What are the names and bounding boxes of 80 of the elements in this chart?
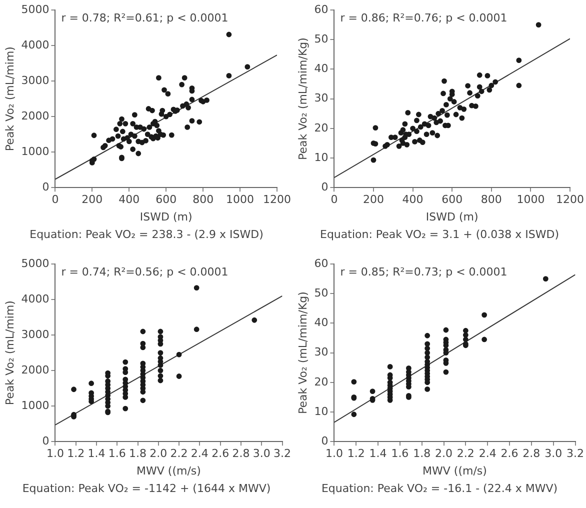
y-tick-label: 1000 bbox=[21, 144, 50, 158]
x-tick-label: 3.0 bbox=[252, 447, 270, 460]
x-tick-label: 600 bbox=[442, 193, 463, 206]
y-axis-title: Peak Vo₂ (mL/mim) bbox=[3, 46, 16, 152]
y-tick-label: 5000 bbox=[21, 2, 50, 16]
y-tick-label: 40 bbox=[314, 316, 328, 330]
x-tick-label: 2.6 bbox=[212, 447, 230, 460]
y-tick-label: 3000 bbox=[21, 328, 50, 341]
annotation: r = 0.85; R²=0.73; p < 0.0001 bbox=[340, 265, 508, 278]
x-tick-label: 2.8 bbox=[232, 447, 250, 460]
x-tick-label: 1000 bbox=[516, 193, 545, 206]
y-tick-label: 10 bbox=[314, 404, 328, 418]
y-tick-label: 20 bbox=[314, 375, 328, 388]
x-tick-label: 2.0 bbox=[150, 447, 168, 460]
x-tick-label: 2.4 bbox=[478, 447, 496, 460]
x-tick-label: 1000 bbox=[226, 193, 254, 206]
x-tick-label: 1200 bbox=[556, 193, 584, 206]
x-tick-label: 1.4 bbox=[88, 447, 106, 460]
x-tick-label: 3.2 bbox=[566, 447, 584, 460]
x-tick-label: 1.8 bbox=[129, 447, 147, 460]
text: Equation: Peak VO₂ = 238.3 - (2.9 x ISWD) bbox=[28, 227, 264, 243]
x-tick-label: 1.6 bbox=[108, 447, 126, 460]
text: Equation: Peak VO₂ = 3.1 + (0.038 x ISWD) bbox=[319, 227, 560, 243]
x-tick-label: 1.0 bbox=[46, 447, 64, 460]
text: Equation: Peak VO₂ = -1142 + (1644 x MWV) bbox=[21, 481, 272, 497]
x-tick-label: 1200 bbox=[263, 193, 292, 206]
y-tick-label: 10 bbox=[314, 150, 328, 164]
y-tick-label: 0 bbox=[42, 180, 50, 194]
x-axis-title: ISWD (m) bbox=[140, 210, 192, 224]
y-axis-title: Peak Vo₂ (mL/mim/Kg) bbox=[296, 38, 310, 160]
x-tick-label: 400 bbox=[118, 193, 140, 206]
x-tick-label: 0 bbox=[330, 193, 338, 206]
x-axis-title: ISWD (m) bbox=[426, 210, 478, 224]
y-tick-label: 3000 bbox=[21, 74, 50, 87]
y-tick-label: 0 bbox=[321, 180, 328, 194]
annotation: r = 0.78; R²=0.61; p < 0.0001 bbox=[61, 11, 228, 24]
annotation: r = 0.74; R²=0.56; p < 0.0001 bbox=[61, 265, 228, 278]
y-tick-label: 60 bbox=[314, 256, 328, 270]
y-tick-label: 30 bbox=[314, 346, 328, 359]
x-tick-label: 200 bbox=[82, 193, 103, 206]
y-tick-label: 5000 bbox=[21, 256, 50, 270]
y-tick-label: 60 bbox=[314, 2, 328, 16]
x-tick-label: 800 bbox=[480, 193, 502, 206]
x-tick-label: 3.2 bbox=[274, 447, 292, 460]
x-tick-label: 600 bbox=[156, 193, 177, 206]
x-tick-label: 1.2 bbox=[347, 447, 365, 460]
x-tick-label: 800 bbox=[192, 193, 214, 206]
annotation: r = 0.86; R²=0.76; p < 0.0001 bbox=[340, 11, 508, 24]
x-tick-label: 200 bbox=[363, 193, 384, 206]
x-tick-label: 1.8 bbox=[413, 447, 431, 460]
y-tick-label: 2000 bbox=[21, 363, 50, 376]
y-tick-label: 2000 bbox=[21, 109, 50, 122]
x-axis-title: MWV ((m/s) bbox=[136, 464, 201, 478]
x-tick-label: 3.0 bbox=[544, 447, 562, 460]
x-tick-label: 2.2 bbox=[170, 447, 188, 460]
x-tick-label: 1.2 bbox=[67, 447, 85, 460]
x-tick-label: 0 bbox=[52, 193, 59, 206]
x-tick-label: 2.8 bbox=[522, 447, 540, 460]
y-axis-title: Peak Vo₂ (mL/mim) bbox=[3, 300, 16, 406]
x-tick-label: 2.2 bbox=[456, 447, 474, 460]
y-tick-label: 0 bbox=[42, 434, 50, 448]
y-tick-label: 4000 bbox=[21, 292, 50, 306]
y-tick-label: 4000 bbox=[21, 38, 50, 52]
text: Equation: Peak VO₂ = -16.1 - (22.4 x MWV) bbox=[320, 481, 559, 497]
y-tick-label: 20 bbox=[314, 121, 328, 134]
x-tick-label: 1.4 bbox=[369, 447, 387, 460]
x-tick-label: 1.0 bbox=[325, 447, 343, 460]
x-axis-title: MWV ((m/s) bbox=[422, 464, 487, 478]
y-tick-label: 0 bbox=[321, 434, 328, 448]
x-tick-label: 400 bbox=[402, 193, 424, 206]
x-tick-label: 2.6 bbox=[500, 447, 518, 460]
y-tick-label: 50 bbox=[314, 286, 328, 300]
y-tick-label: 1000 bbox=[21, 398, 50, 412]
y-tick-label: 30 bbox=[314, 92, 328, 105]
x-tick-label: 2.4 bbox=[190, 447, 208, 460]
y-axis-title: Peak Vo₂ (mL/mim/Kg) bbox=[296, 292, 310, 414]
x-tick-label: 2.0 bbox=[435, 447, 453, 460]
x-tick-label: 1.6 bbox=[391, 447, 409, 460]
y-tick-label: 40 bbox=[314, 62, 328, 76]
y-tick-label: 50 bbox=[314, 32, 328, 46]
